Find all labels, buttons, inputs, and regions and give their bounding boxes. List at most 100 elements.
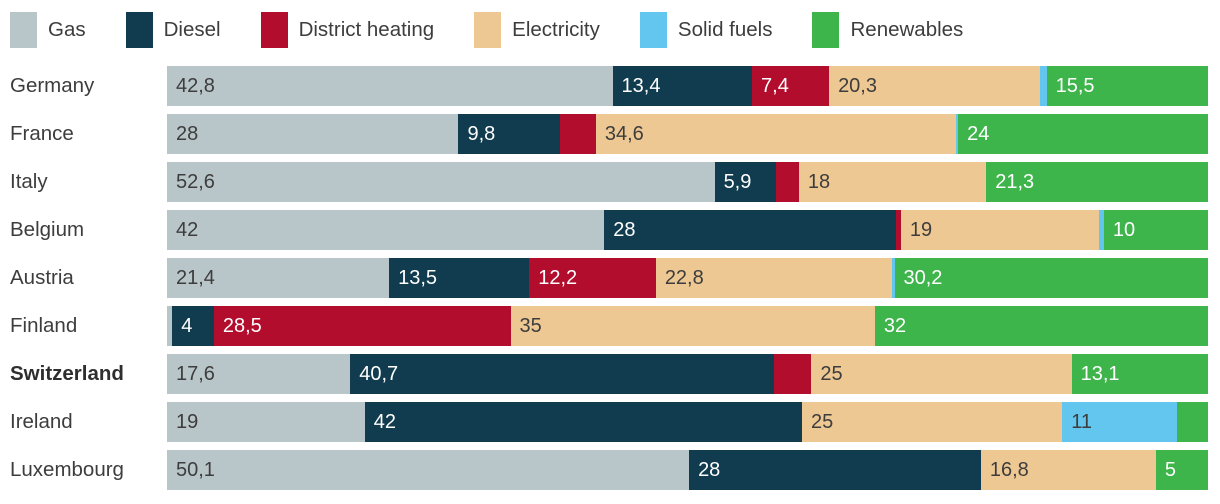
segment-value-label: 21,3: [995, 170, 1035, 193]
bar-segment-electricity: 35: [510, 306, 875, 346]
legend-label: District heating: [298, 18, 435, 41]
segment-value-label: 5,9: [723, 170, 752, 193]
bar-segment-gas: 42,8: [167, 66, 613, 106]
segment-value-label: 52,6: [176, 170, 215, 193]
chart-row-ireland: Ireland 19 42 25 11: [0, 402, 1220, 442]
stacked-bar: 52,6 5,9 18 21,3: [167, 162, 1208, 202]
legend-swatch-icon: [812, 12, 840, 48]
segment-value-label: 24: [967, 122, 990, 145]
bar-segment-gas: 21,4: [167, 258, 390, 298]
legend-swatch-icon: [125, 12, 153, 48]
bar-segment-diesel: 9,8: [458, 114, 561, 154]
segment-value-label: 42: [176, 218, 199, 241]
country-label: Luxembourg: [10, 458, 124, 481]
segment-value-label: 17,6: [176, 362, 215, 385]
bar-segment-gas: [167, 306, 173, 346]
segment-value-label: 25: [811, 410, 834, 433]
country-label: Italy: [10, 170, 48, 193]
bar-segment-solid-fuels: [1040, 66, 1047, 106]
segment-value-label: 25: [820, 362, 843, 385]
segment-value-label: 30,2: [903, 266, 943, 289]
chart-row-luxembourg: Luxembourg 50,1 28 16,8 5: [0, 450, 1220, 490]
chart-row-switzerland: Switzerland 17,6 40,7 25 13,1: [0, 354, 1220, 394]
bar-segment-gas: 17,6: [167, 354, 351, 394]
bar-segment-district-heating: [560, 114, 596, 154]
segment-value-label: 10: [1112, 218, 1136, 241]
stacked-bar: 42,8 13,4 7,4 20,3 15,5: [167, 66, 1208, 106]
segment-value-label: 28: [176, 122, 199, 145]
bar-segment-diesel: 28: [604, 210, 896, 250]
stacked-bar: 28 9,8 34,6 24: [167, 114, 1208, 154]
segment-value-label: 16,8: [989, 458, 1029, 481]
legend-item: Solid fuels: [639, 12, 773, 48]
legend-swatch-icon: [10, 12, 37, 48]
bar-segment-renewables: 15,5: [1046, 66, 1208, 106]
chart-legend: Gas Diesel District heating Electricity Soli…: [0, 0, 1220, 50]
bar-segment-diesel: 40,7: [350, 354, 774, 394]
segment-value-label: 28: [698, 458, 721, 481]
chart-row-austria: Austria 21,4 13,5 12,2 22,8 30,2: [0, 258, 1220, 298]
legend-item: Electricity: [474, 12, 600, 48]
bar-segment-renewables: 13,1: [1071, 354, 1208, 394]
bar-segment-gas: 52,6: [167, 162, 715, 202]
segment-value-label: 35: [519, 314, 542, 337]
legend-item: Renewables: [812, 12, 963, 48]
bar-segment-district-heating: [775, 162, 799, 202]
segment-value-label: 28,5: [222, 314, 262, 337]
bar-segment-electricity: 18: [798, 162, 987, 202]
segment-value-label: 21,4: [176, 266, 215, 289]
bar-segment-renewables: 21,3: [986, 162, 1208, 202]
segment-value-label: 5: [1164, 458, 1177, 481]
stacked-bar: 4 28,5 35 32: [167, 306, 1208, 346]
segment-value-label: 50,1: [176, 458, 215, 481]
segment-value-label: 13,1: [1080, 362, 1120, 385]
segment-value-label: 28: [613, 218, 636, 241]
bar-segment-renewables: 30,2: [894, 258, 1208, 298]
legend-swatch-icon: [639, 12, 667, 48]
legend-swatch-icon: [260, 12, 288, 48]
legend-label: Electricity: [512, 18, 600, 41]
segment-value-label: 9,8: [467, 122, 496, 145]
segment-value-label: 12,2: [538, 266, 578, 289]
segment-value-label: 13,4: [621, 74, 661, 97]
bar-segment-solid-fuels: [892, 258, 895, 298]
bar-segment-solid-fuels: 11: [1062, 402, 1177, 442]
country-label: Belgium: [10, 218, 85, 241]
chart-row-germany: Germany 42,8 13,4 7,4 20,3 15,5: [0, 66, 1220, 106]
legend-item: District heating: [260, 12, 435, 48]
stacked-bar: 42 28 19 10: [167, 210, 1208, 250]
bar-segment-district-heating: [895, 210, 901, 250]
country-label: Austria: [10, 266, 74, 289]
segment-value-label: 40,7: [359, 362, 399, 385]
segment-value-label: 4: [181, 314, 193, 337]
bar-segment-district-heating: [773, 354, 812, 394]
stacked-bar: 19 42 25 11: [167, 402, 1208, 442]
segment-value-label: 34,6: [604, 122, 644, 145]
bar-segment-gas: 19: [167, 402, 365, 442]
segment-value-label: 42: [373, 410, 397, 433]
segment-value-label: 20,3: [838, 74, 877, 97]
country-label: Germany: [10, 74, 95, 97]
chart-row-italy: Italy 52,6 5,9 18 21,3: [0, 162, 1220, 202]
bar-segment-gas: 42: [167, 210, 605, 250]
bar-segment-diesel: 4: [172, 306, 214, 346]
chart-row-finland: Finland 4 28,5 35 32: [0, 306, 1220, 346]
segment-value-label: 32: [883, 314, 907, 337]
bar-segment-district-heating: 28,5: [213, 306, 511, 346]
bar-segment-diesel: 13,5: [389, 258, 530, 298]
country-label: France: [10, 122, 74, 145]
country-label: Switzerland: [10, 362, 124, 385]
bar-segment-electricity: 19: [900, 210, 1099, 250]
legend-swatch-icon: [474, 12, 502, 48]
stacked-bar-chart: Germany 42,8 13,4 7,4 20,3 15,5 France 28 9,8 34,…: [0, 66, 1220, 490]
segment-value-label: 19: [176, 410, 199, 433]
segment-value-label: 13,5: [398, 266, 438, 289]
segment-value-label: 11: [1071, 410, 1093, 433]
segment-value-label: 15,5: [1055, 74, 1095, 97]
bar-segment-solid-fuels: [1098, 210, 1104, 250]
stacked-bar: 21,4 13,5 12,2 22,8 30,2: [167, 258, 1208, 298]
bar-segment-district-heating: 12,2: [529, 258, 656, 298]
legend-label: Solid fuels: [677, 18, 773, 41]
stacked-bar: 17,6 40,7 25 13,1: [167, 354, 1208, 394]
bar-segment-district-heating: 7,4: [752, 66, 830, 106]
